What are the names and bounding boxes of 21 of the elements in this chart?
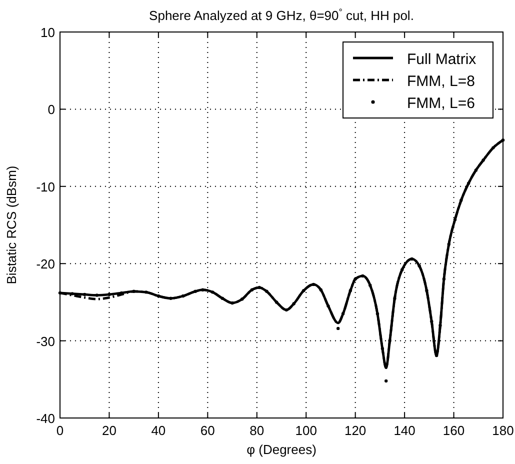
x-axis-title: φ (Degrees) bbox=[246, 442, 316, 457]
x-tick-label: 20 bbox=[102, 423, 116, 438]
x-tick-label: 100 bbox=[295, 423, 317, 438]
legend-label: FMM, L=8 bbox=[407, 73, 475, 90]
x-tick-label: 40 bbox=[151, 423, 166, 438]
y-tick-label: -10 bbox=[36, 179, 55, 194]
y-tick-label: -20 bbox=[36, 256, 55, 272]
x-tick-label: 180 bbox=[492, 423, 514, 438]
y-tick-label: -30 bbox=[36, 334, 55, 349]
y-tick-label: -40 bbox=[36, 411, 55, 426]
x-tick-label: 120 bbox=[344, 423, 366, 438]
y-tick-label: 0 bbox=[48, 102, 55, 118]
chart-title: Sphere Analyzed at 9 GHz, θ=90$^{°}$ cut, HH pol. bbox=[149, 7, 414, 23]
x-tick-label: 140 bbox=[394, 423, 416, 438]
legend-label: FMM, L=6 bbox=[407, 95, 475, 112]
y-tick-label: 10 bbox=[40, 25, 55, 40]
y-axis-title: Bistatic RCS (dBsm) bbox=[4, 166, 19, 284]
x-tick-label: 80 bbox=[250, 423, 264, 438]
legend-label: Full Matrix bbox=[407, 51, 477, 68]
x-tick-label: 160 bbox=[442, 423, 465, 438]
x-tick-label: 60 bbox=[200, 423, 215, 438]
